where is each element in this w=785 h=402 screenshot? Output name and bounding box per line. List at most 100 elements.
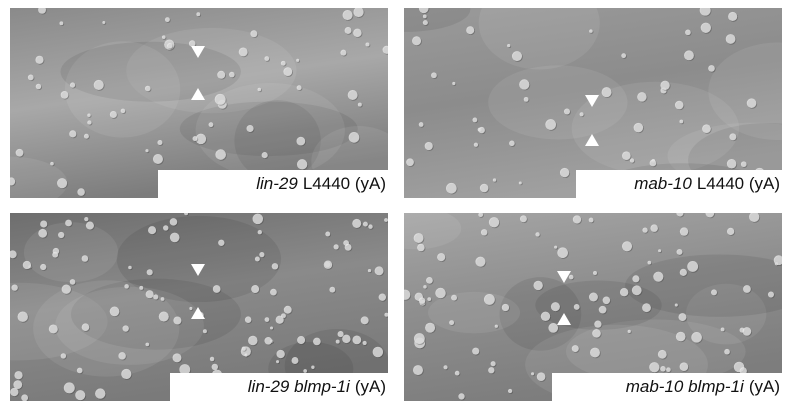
cell-bump	[768, 292, 774, 298]
cell-bump	[82, 323, 90, 331]
cell-bump	[472, 348, 479, 355]
cell-bump	[77, 368, 83, 374]
cell-bump	[95, 388, 105, 398]
cell-bump	[524, 97, 529, 102]
cell-bump	[642, 227, 647, 232]
cell-bump	[413, 365, 423, 375]
cell-bump	[574, 304, 580, 310]
cell-bump	[412, 36, 421, 45]
cell-bump	[446, 183, 457, 194]
cell-bump	[495, 325, 498, 328]
cell-bump	[594, 321, 601, 328]
cell-bump	[435, 288, 445, 298]
cell-bump	[59, 21, 63, 25]
cell-bump	[684, 50, 694, 60]
cell-bump	[647, 261, 651, 265]
cell-bump	[239, 47, 248, 56]
cell-bump	[361, 316, 369, 324]
cell-bump	[262, 152, 268, 158]
cell-bump	[272, 263, 278, 269]
cell-bump	[163, 225, 168, 230]
label-plain: L4440 (yA)	[303, 174, 386, 193]
cell-bump	[213, 285, 221, 293]
cell-bump	[38, 229, 47, 238]
cell-bump	[599, 306, 607, 314]
cell-bump	[258, 88, 262, 92]
cell-bump	[419, 297, 426, 304]
cell-bump	[121, 109, 126, 114]
label-italic: mab-10	[634, 174, 692, 193]
cell-bump	[384, 218, 388, 222]
cell-bump	[110, 111, 117, 118]
cell-bump	[425, 142, 433, 150]
cell-bump	[368, 224, 372, 228]
cell-bump	[210, 357, 214, 361]
cell-bump	[253, 214, 264, 225]
cell-bump	[650, 160, 657, 167]
cell-bump	[431, 72, 437, 78]
cell-bump	[258, 230, 262, 234]
cell-bump	[622, 241, 632, 251]
cell-bump	[572, 345, 579, 352]
cell-bump	[162, 35, 166, 39]
cell-bump	[507, 44, 510, 47]
cell-bump	[248, 336, 258, 346]
cell-bump	[721, 327, 725, 331]
cell-bump	[679, 120, 683, 124]
cell-bump	[573, 215, 581, 223]
cell-bump	[519, 181, 522, 184]
cell-bump	[414, 333, 425, 344]
cell-bump	[634, 123, 644, 133]
cell-bump	[443, 365, 447, 369]
cell-bump	[57, 178, 67, 188]
cell-bump	[276, 360, 279, 363]
cell-bump	[65, 220, 72, 227]
cell-bump	[61, 353, 66, 358]
cell-bump	[425, 323, 435, 333]
cell-bump	[678, 313, 686, 321]
cell-bump	[493, 178, 496, 181]
cell-bump	[70, 82, 75, 87]
cell-bump	[153, 294, 158, 299]
cell-bump	[508, 389, 512, 393]
cell-bump	[325, 232, 330, 237]
cell-bump	[18, 311, 28, 321]
cell-bump	[245, 354, 248, 357]
cell-bump	[336, 340, 340, 344]
cell-bump	[724, 349, 730, 355]
cell-bump	[209, 122, 214, 127]
label-italic: lin-29 blmp-1i	[248, 377, 350, 396]
cell-bump	[535, 232, 539, 236]
cell-bump	[84, 134, 89, 139]
cell-bump	[685, 30, 691, 36]
cell-bump	[727, 228, 734, 235]
cell-bump	[630, 158, 634, 162]
cell-bump	[593, 271, 597, 275]
cell-bump	[167, 43, 172, 48]
cell-bump	[297, 159, 307, 169]
cell-bump	[423, 15, 427, 19]
cell-bump	[284, 306, 292, 314]
cell-bump	[77, 188, 85, 196]
cell-bump	[343, 10, 353, 20]
cell-bump	[666, 367, 671, 372]
cell-bump	[533, 281, 542, 290]
cell-bump	[660, 366, 666, 372]
cell-bump	[589, 29, 593, 33]
cell-bump	[145, 149, 148, 152]
cell-bump	[541, 312, 550, 321]
label-plain: (yA)	[355, 377, 386, 396]
cell-bump	[329, 287, 335, 293]
cell-bump	[417, 244, 425, 252]
cell-bump	[363, 222, 368, 227]
cell-bump	[702, 124, 711, 133]
cell-bump	[621, 53, 626, 58]
cell-bump	[203, 329, 207, 333]
cell-bump	[297, 336, 305, 344]
cell-bump	[520, 215, 527, 222]
cell-bump	[729, 133, 736, 140]
cell-bump	[276, 316, 284, 324]
cell-bump	[255, 256, 260, 261]
cell-bump	[170, 233, 180, 243]
